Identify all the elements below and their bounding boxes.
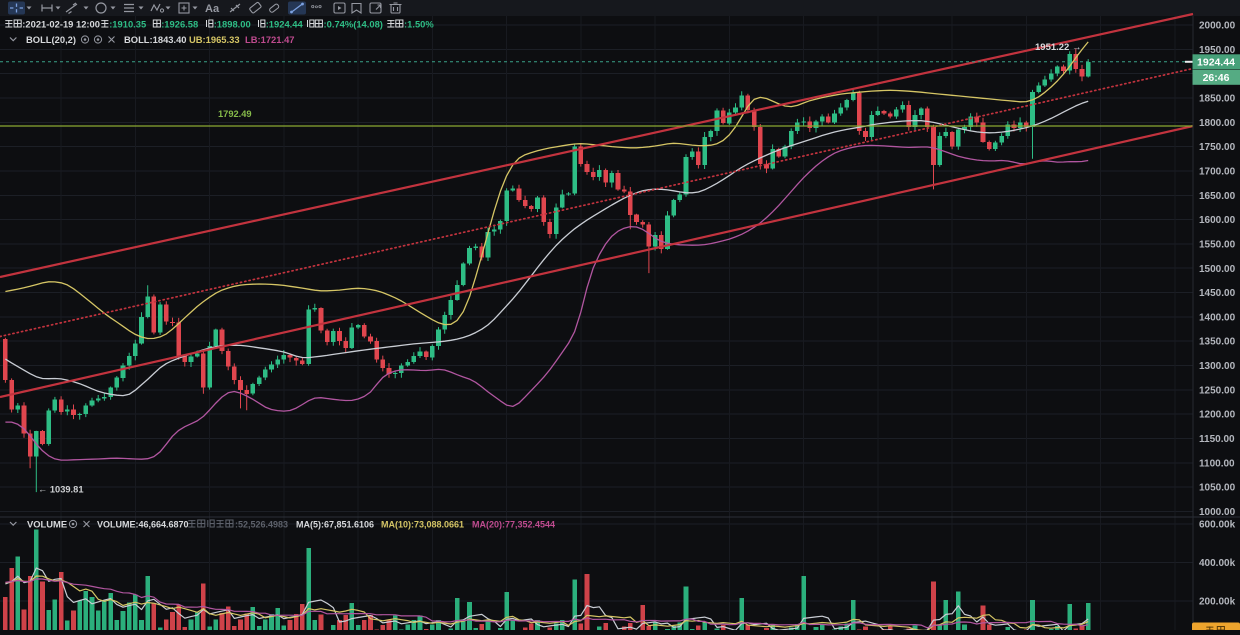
svg-text:26:46: 26:46 [1203, 72, 1230, 84]
svg-text:VOLUME: VOLUME [27, 519, 67, 530]
svg-text::1.50%: :1.50% [404, 19, 434, 30]
svg-text::1924.44: :1924.44 [266, 19, 304, 30]
svg-text::1898.00: :1898.00 [214, 19, 251, 30]
svg-text:1924.44: 1924.44 [1197, 56, 1235, 68]
svg-text:BOLL(20,2): BOLL(20,2) [26, 34, 76, 45]
svg-text:1450.00: 1450.00 [1199, 288, 1236, 299]
svg-text:BOLL:1843.40: BOLL:1843.40 [124, 34, 187, 45]
svg-text:MA(10):73,088.0661: MA(10):73,088.0661 [381, 520, 464, 530]
svg-text:1400.00: 1400.00 [1199, 312, 1236, 323]
svg-text:1800.00: 1800.00 [1199, 118, 1236, 129]
svg-text:600.00k: 600.00k [1199, 519, 1236, 530]
svg-text:2000.00: 2000.00 [1199, 21, 1236, 32]
svg-text:1600.00: 1600.00 [1199, 215, 1236, 226]
svg-text:1951.22 →: 1951.22 → [1035, 42, 1081, 53]
svg-text:MA(20):77,352.4544: MA(20):77,352.4544 [472, 520, 555, 530]
svg-text:1550.00: 1550.00 [1199, 239, 1236, 250]
svg-text:1950.00: 1950.00 [1199, 45, 1236, 56]
svg-text:1792.49: 1792.49 [218, 109, 252, 119]
svg-text:1500.00: 1500.00 [1199, 264, 1236, 275]
svg-text:1850.00: 1850.00 [1199, 94, 1236, 105]
svg-text:1650.00: 1650.00 [1199, 191, 1236, 202]
svg-text:LB:1721.47: LB:1721.47 [245, 34, 295, 45]
svg-text::2021-02-19 12:00: :2021-02-19 12:00 [22, 19, 100, 30]
svg-text:VOLUME:46,664.6870: VOLUME:46,664.6870 [97, 520, 189, 530]
svg-text:1100.00: 1100.00 [1199, 458, 1235, 469]
svg-text:1750.00: 1750.00 [1199, 142, 1236, 153]
svg-text::1926.58: :1926.58 [161, 19, 198, 30]
svg-text:1250.00: 1250.00 [1199, 385, 1236, 396]
svg-text:400.00k: 400.00k [1199, 558, 1236, 569]
svg-text:1200.00: 1200.00 [1199, 410, 1236, 421]
svg-text:1700.00: 1700.00 [1199, 166, 1236, 177]
svg-text:º°º: º°º [311, 4, 322, 15]
svg-text:1150.00: 1150.00 [1199, 434, 1235, 445]
svg-text:UB:1965.33: UB:1965.33 [189, 34, 240, 45]
svg-text:1000.00: 1000.00 [1199, 507, 1236, 518]
svg-text::0.74%(14.08): :0.74%(14.08) [324, 19, 383, 30]
svg-text:1050.00: 1050.00 [1199, 483, 1236, 494]
svg-text:200.00k: 200.00k [1199, 596, 1236, 607]
svg-text:MA(5):67,851.6106: MA(5):67,851.6106 [296, 520, 374, 530]
svg-text:← 1039.81: ← 1039.81 [38, 485, 84, 495]
svg-text:Aa: Aa [205, 3, 220, 15]
svg-text::1910.35: :1910.35 [109, 19, 146, 30]
svg-text:1350.00: 1350.00 [1199, 337, 1236, 348]
svg-text:1300.00: 1300.00 [1199, 361, 1236, 372]
svg-text::52,526.4983: :52,526.4983 [235, 520, 288, 530]
